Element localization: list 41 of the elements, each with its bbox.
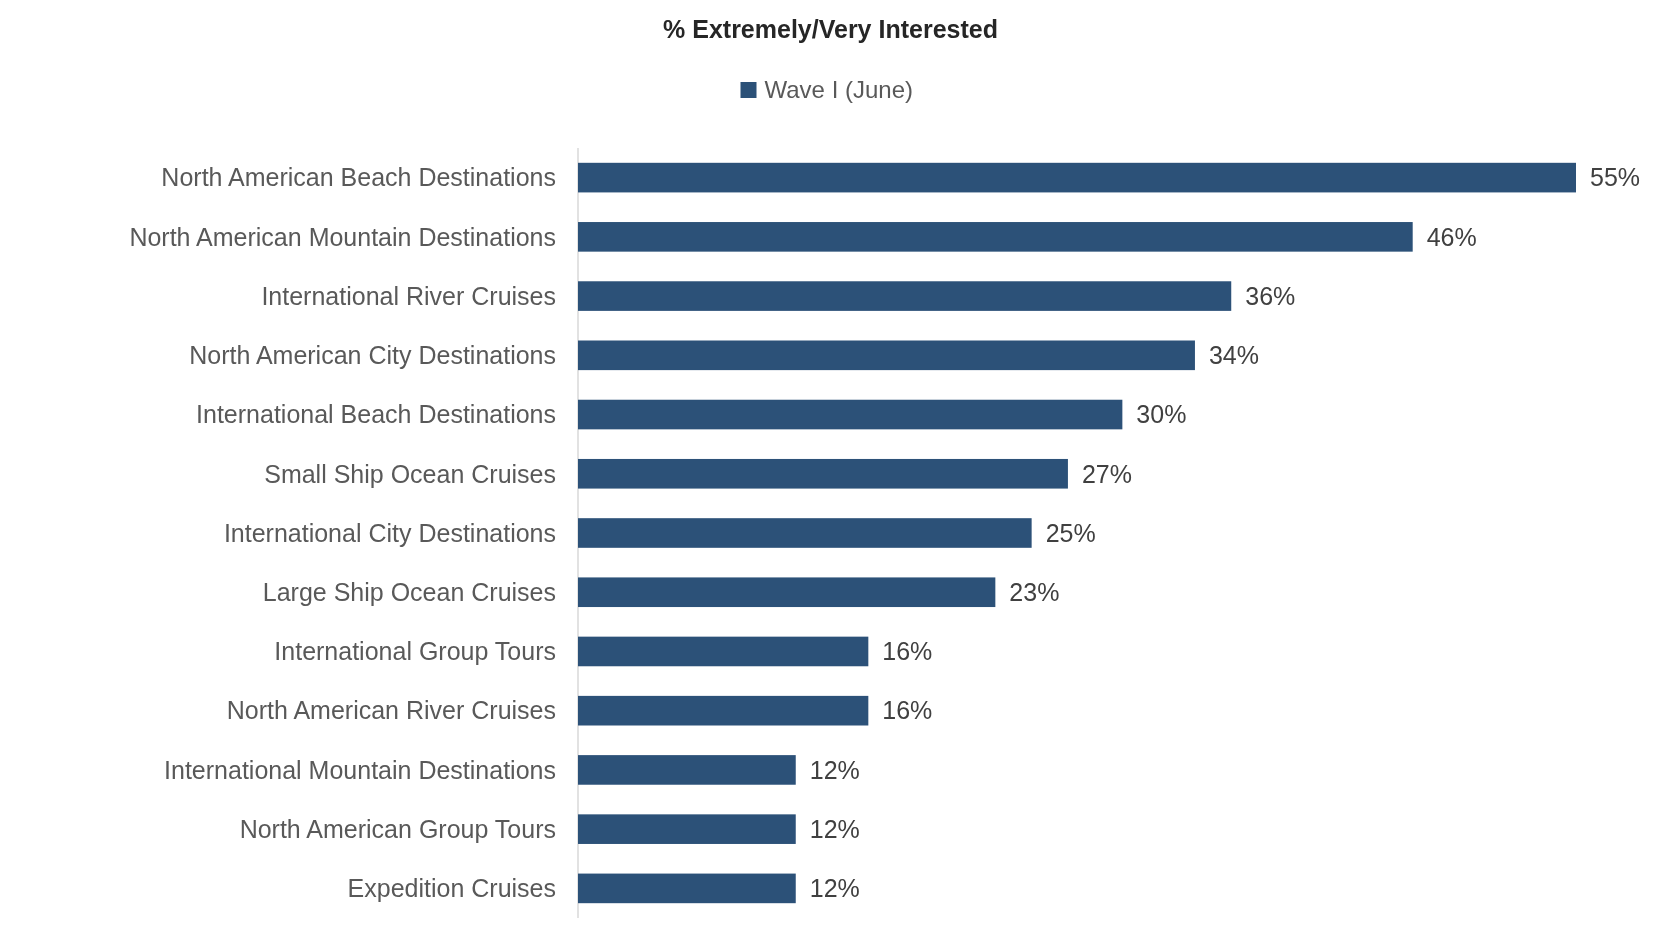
data-label: 16%: [882, 696, 933, 725]
y-tick-label: International Beach Destinations: [196, 400, 556, 429]
data-label: 23%: [1009, 577, 1060, 606]
bar: [578, 340, 1195, 371]
bar: [578, 458, 1068, 489]
y-tick-label: International Mountain Destinations: [164, 755, 556, 784]
data-label: 16%: [882, 637, 933, 666]
y-tick-label: North American Mountain Destinations: [129, 222, 556, 251]
bar: [578, 695, 869, 726]
bar: [578, 222, 1413, 252]
y-tick-label: North American Group Tours: [239, 814, 556, 843]
legend-label: Wave I (June): [764, 76, 913, 104]
data-label: 12%: [809, 814, 860, 843]
data-label: 12%: [809, 874, 860, 903]
y-tick-label: International City Destinations: [223, 518, 556, 547]
data-label: 27%: [1081, 459, 1132, 488]
bar: [578, 814, 796, 844]
data-label: 46%: [1426, 222, 1477, 251]
bar: [578, 755, 796, 785]
data-label: 36%: [1245, 281, 1296, 310]
y-tick-label: North American River Cruises: [226, 696, 556, 725]
bar: [578, 873, 796, 904]
y-tick-label: Small Ship Ocean Cruises: [264, 459, 556, 488]
bar: [578, 636, 869, 667]
y-tick-label: North American Beach Destinations: [161, 163, 556, 192]
bar: [578, 577, 996, 608]
y-tick-label: Expedition Cruises: [347, 874, 556, 903]
data-label: 30%: [1136, 400, 1187, 429]
bar: [578, 162, 1576, 193]
data-label: 34%: [1208, 341, 1259, 370]
y-tick-label: Large Ship Ocean Cruises: [262, 577, 556, 606]
chart-title: % Extremely/Very Interested: [663, 15, 998, 43]
y-tick-label: North American City Destinations: [189, 341, 556, 370]
y-tick-label: International Group Tours: [274, 637, 556, 666]
data-label: 25%: [1045, 518, 1096, 547]
data-label: 12%: [809, 755, 860, 784]
bar: [578, 399, 1123, 430]
data-label: 55%: [1590, 163, 1641, 192]
y-tick-label: International River Cruises: [261, 281, 556, 310]
bar: [578, 281, 1232, 311]
bar: [578, 518, 1032, 548]
